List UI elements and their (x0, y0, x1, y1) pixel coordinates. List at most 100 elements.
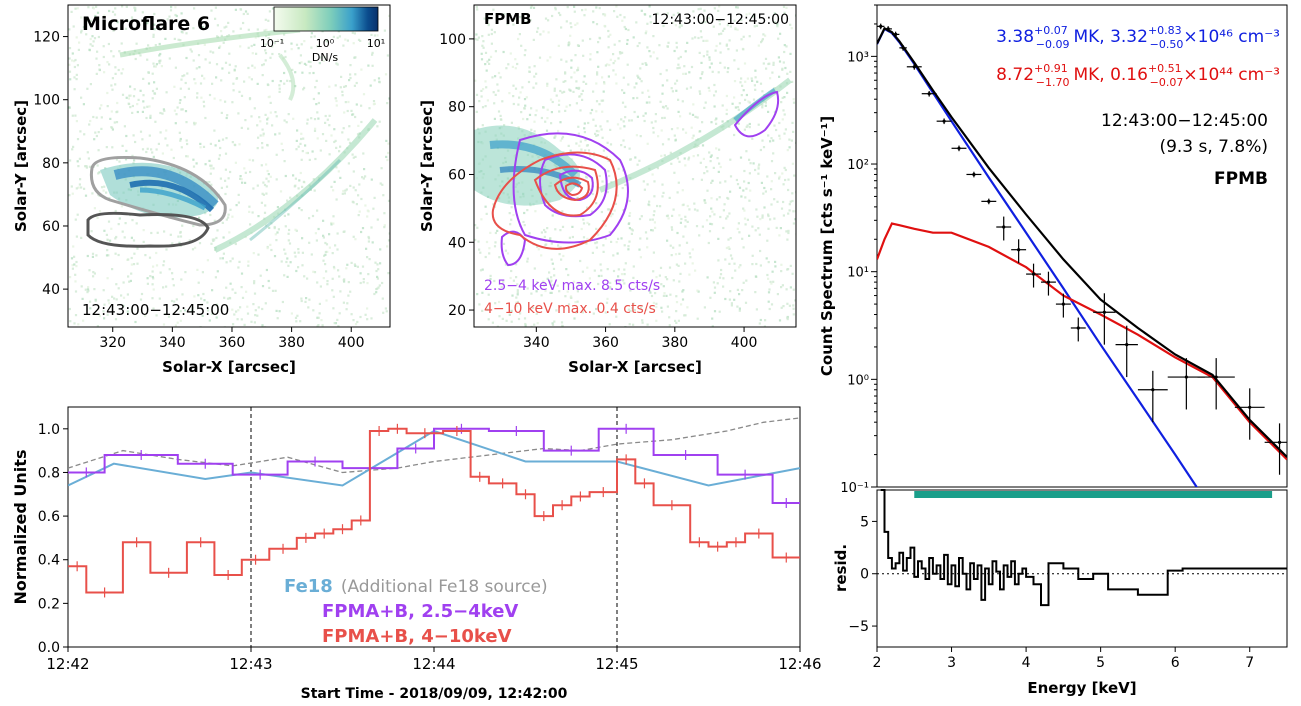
speckle-pixel (618, 51, 622, 54)
speckle-pixel (627, 222, 630, 225)
speckle-pixel (96, 216, 99, 219)
speckle-pixel (727, 246, 730, 249)
speckle-pixel (96, 164, 99, 167)
speckle-pixel (325, 39, 328, 42)
speckle-pixel (780, 207, 784, 210)
speckle-pixel (612, 69, 615, 72)
speckle-pixel (480, 89, 483, 92)
legend-fe18-name: Fe18 (284, 576, 333, 597)
speckle-pixel (596, 71, 599, 74)
speckle-pixel (257, 253, 260, 256)
x-tick-label: 400 (338, 335, 365, 351)
speckle-pixel (71, 52, 74, 55)
speckle-pixel (362, 177, 365, 180)
speckle-pixel (550, 242, 553, 245)
speckle-pixel (584, 8, 587, 11)
speckle-pixel (284, 174, 287, 178)
speckle-pixel (142, 100, 145, 103)
speckle-pixel (150, 148, 153, 151)
speckle-pixel (638, 248, 641, 251)
spectrum-time-label: 12:43:00−12:45:00 (1101, 111, 1268, 131)
speckle-pixel (624, 183, 627, 186)
speckle-pixel (88, 123, 91, 126)
speckle-pixel (639, 237, 642, 240)
speckle-pixel (708, 230, 712, 233)
speckle-pixel (300, 43, 303, 46)
speckle-pixel (757, 165, 760, 168)
speckle-pixel (77, 48, 80, 51)
speckle-pixel (729, 25, 732, 28)
speckle-pixel (649, 15, 652, 18)
speckle-pixel (98, 68, 101, 71)
speckle-pixel (360, 197, 363, 201)
speckle-pixel (341, 131, 344, 134)
speckle-pixel (98, 171, 101, 174)
speckle-pixel (80, 96, 83, 99)
speckle-pixel (633, 309, 636, 312)
speckle-pixel (628, 119, 631, 122)
speckle-pixel (148, 134, 151, 137)
speckle-pixel (93, 207, 96, 210)
speckle-pixel (225, 116, 228, 120)
speckle-pixel (554, 6, 557, 9)
speckle-pixel (86, 291, 89, 294)
speckle-pixel (748, 126, 751, 129)
data-point (879, 24, 883, 28)
speckle-pixel (492, 203, 495, 206)
speckle-pixel (175, 298, 178, 301)
speckle-pixel (700, 72, 704, 76)
speckle-pixel (655, 302, 658, 305)
speckle-pixel (209, 213, 212, 217)
speckle-pixel (69, 276, 72, 279)
speckle-pixel (218, 46, 221, 49)
speckle-pixel (660, 306, 663, 309)
speckle-pixel (624, 262, 627, 265)
speckle-pixel (509, 223, 512, 226)
fpmb-flare-loops (474, 77, 792, 267)
speckle-pixel (243, 80, 246, 83)
speckle-pixel (671, 214, 674, 217)
speckle-pixel (654, 226, 657, 229)
speckle-pixel (609, 58, 612, 61)
speckle-pixel (550, 276, 553, 279)
speckle-pixel (756, 215, 759, 218)
speckle-pixel (684, 50, 687, 53)
speckle-pixel (271, 124, 274, 127)
speckle-pixel (238, 143, 241, 146)
speckle-pixel (546, 117, 549, 120)
residual-axes: 2 3 4 5 6 7−505 (848, 514, 1254, 671)
speckle-pixel (718, 148, 721, 151)
speckle-pixel (240, 286, 243, 289)
speckle-pixel (163, 109, 166, 112)
speckle-pixel (110, 50, 113, 53)
speckle-pixel (688, 208, 691, 211)
speckle-pixel (597, 130, 600, 133)
speckle-pixel (139, 89, 142, 92)
y-tick-label: 10² (847, 158, 869, 173)
speckle-pixel (783, 11, 786, 14)
speckle-pixel (240, 126, 243, 129)
speckle-pixel (618, 40, 621, 43)
speckle-pixel (738, 231, 741, 234)
speckle-pixel (283, 119, 286, 122)
speckle-pixel (682, 289, 685, 292)
speckle-pixel (677, 264, 680, 267)
speckle-pixel (699, 30, 702, 33)
speckle-pixel (565, 268, 568, 271)
speckle-pixel (500, 285, 503, 289)
speckle-pixel (343, 192, 346, 195)
speckle-pixel (100, 116, 103, 119)
speckle-pixel (381, 297, 384, 300)
speckle-pixel (784, 178, 787, 182)
speckle-pixel (691, 248, 694, 251)
speckle-pixel (234, 242, 237, 246)
speckle-pixel (514, 87, 518, 90)
speckle-pixel (581, 89, 584, 92)
speckle-pixel (523, 317, 527, 320)
speckle-pixel (764, 57, 768, 60)
speckle-pixel (772, 61, 775, 64)
speckle-pixel (677, 57, 680, 60)
speckle-pixel (576, 69, 579, 72)
speckle-pixel (117, 68, 120, 72)
speckle-pixel (791, 192, 794, 195)
